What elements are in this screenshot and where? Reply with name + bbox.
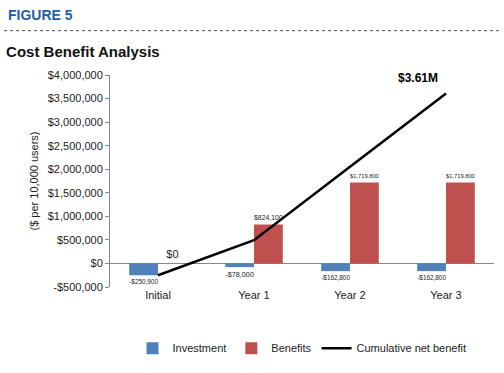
svg-text:FIGURE 5: FIGURE 5	[8, 7, 73, 23]
svg-text:$500,000: $500,000	[57, 234, 103, 246]
svg-text:Year 2: Year 2	[334, 289, 365, 301]
svg-text:Benefits: Benefits	[271, 342, 311, 354]
svg-text:-$162,800: -$162,800	[321, 274, 350, 281]
svg-text:Initial: Initial	[145, 289, 171, 301]
svg-text:$0: $0	[166, 248, 178, 260]
svg-text:$2,500,000: $2,500,000	[48, 140, 103, 152]
svg-text:$0: $0	[91, 257, 103, 269]
svg-text:$824,100: $824,100	[254, 214, 283, 221]
svg-text:$1,719,800: $1,719,800	[446, 173, 475, 179]
svg-text:Cost Benefit Analysis: Cost Benefit Analysis	[6, 43, 160, 60]
svg-text:-$250,900: -$250,900	[129, 278, 158, 285]
svg-text:$1,500,000: $1,500,000	[48, 187, 103, 199]
svg-text:$3.61M: $3.61M	[398, 71, 438, 85]
svg-text:$3,000,000: $3,000,000	[48, 116, 103, 128]
svg-text:Year 3: Year 3	[430, 289, 461, 301]
svg-text:Investment: Investment	[173, 342, 227, 354]
svg-text:$4,000,000: $4,000,000	[48, 69, 103, 81]
svg-text:$1,000,000: $1,000,000	[48, 210, 103, 222]
svg-text:$2,000,000: $2,000,000	[48, 163, 103, 175]
svg-text:$1,719,800: $1,719,800	[350, 173, 379, 179]
svg-text:-$162,800: -$162,800	[417, 274, 446, 281]
svg-text:Cumulative net benefit: Cumulative net benefit	[357, 342, 466, 354]
svg-text:-$500,000: -$500,000	[53, 281, 103, 293]
svg-text:Year 1: Year 1	[238, 289, 269, 301]
svg-text:-$78,000: -$78,000	[225, 270, 254, 279]
svg-text:($ per 10,000 users): ($ per 10,000 users)	[28, 131, 40, 230]
svg-text:$3,500,000: $3,500,000	[48, 92, 103, 104]
